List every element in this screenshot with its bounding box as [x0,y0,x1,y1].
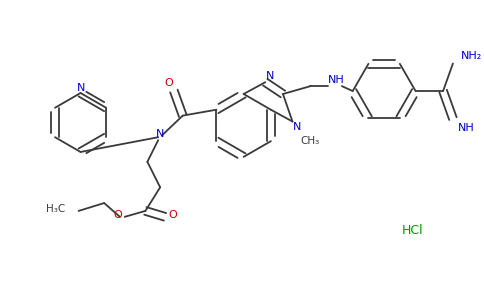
Text: N: N [156,129,165,139]
Text: NH: NH [328,75,345,85]
Text: H₃C: H₃C [45,204,65,214]
Text: N: N [266,71,274,81]
Text: O: O [168,210,177,220]
Text: NH: NH [458,123,475,134]
Text: N: N [77,83,86,93]
Text: O: O [165,78,173,88]
Text: NH₂: NH₂ [461,51,482,61]
Text: O: O [114,210,122,220]
Text: N: N [293,122,302,132]
Text: CH₃: CH₃ [301,136,320,146]
Text: HCl: HCl [402,224,424,237]
